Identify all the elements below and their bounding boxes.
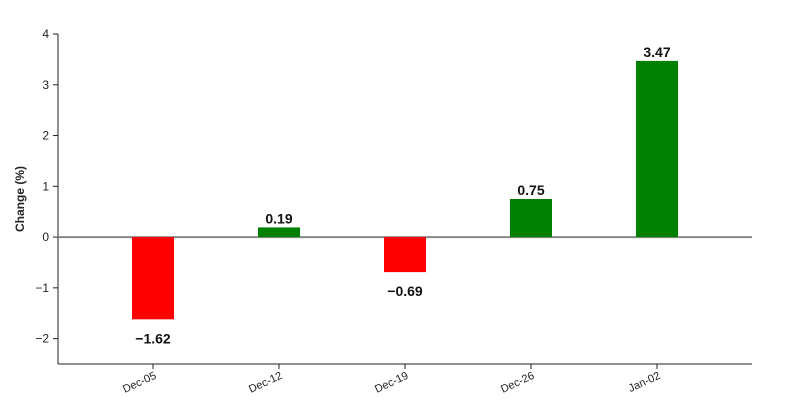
y-tick-label: 2 <box>42 129 49 143</box>
bar <box>132 237 174 320</box>
x-tick-label: Dec-12 <box>247 370 284 396</box>
y-tick-label: 4 <box>42 27 49 41</box>
y-tick-label: −2 <box>35 332 49 346</box>
x-tick-label: Dec-05 <box>121 370 158 396</box>
y-tick-label: 1 <box>42 179 49 193</box>
x-tick-label: Dec-19 <box>373 370 410 396</box>
bar <box>510 199 552 238</box>
bar <box>384 237 426 273</box>
value-label: −0.69 <box>387 283 423 299</box>
bar <box>258 227 300 238</box>
y-tick-label: −1 <box>35 281 49 295</box>
y-tick-label: 3 <box>42 78 49 92</box>
value-label: −1.62 <box>135 330 171 346</box>
value-label: 3.47 <box>643 44 670 60</box>
value-label: 0.19 <box>265 210 292 226</box>
y-axis-title: Change (%) <box>13 166 27 232</box>
x-tick-label: Jan-02 <box>627 370 663 395</box>
y-tick-label: 0 <box>42 230 49 244</box>
bar <box>636 60 678 238</box>
value-label: 0.75 <box>517 182 544 198</box>
x-tick-label: Dec-26 <box>499 370 536 396</box>
